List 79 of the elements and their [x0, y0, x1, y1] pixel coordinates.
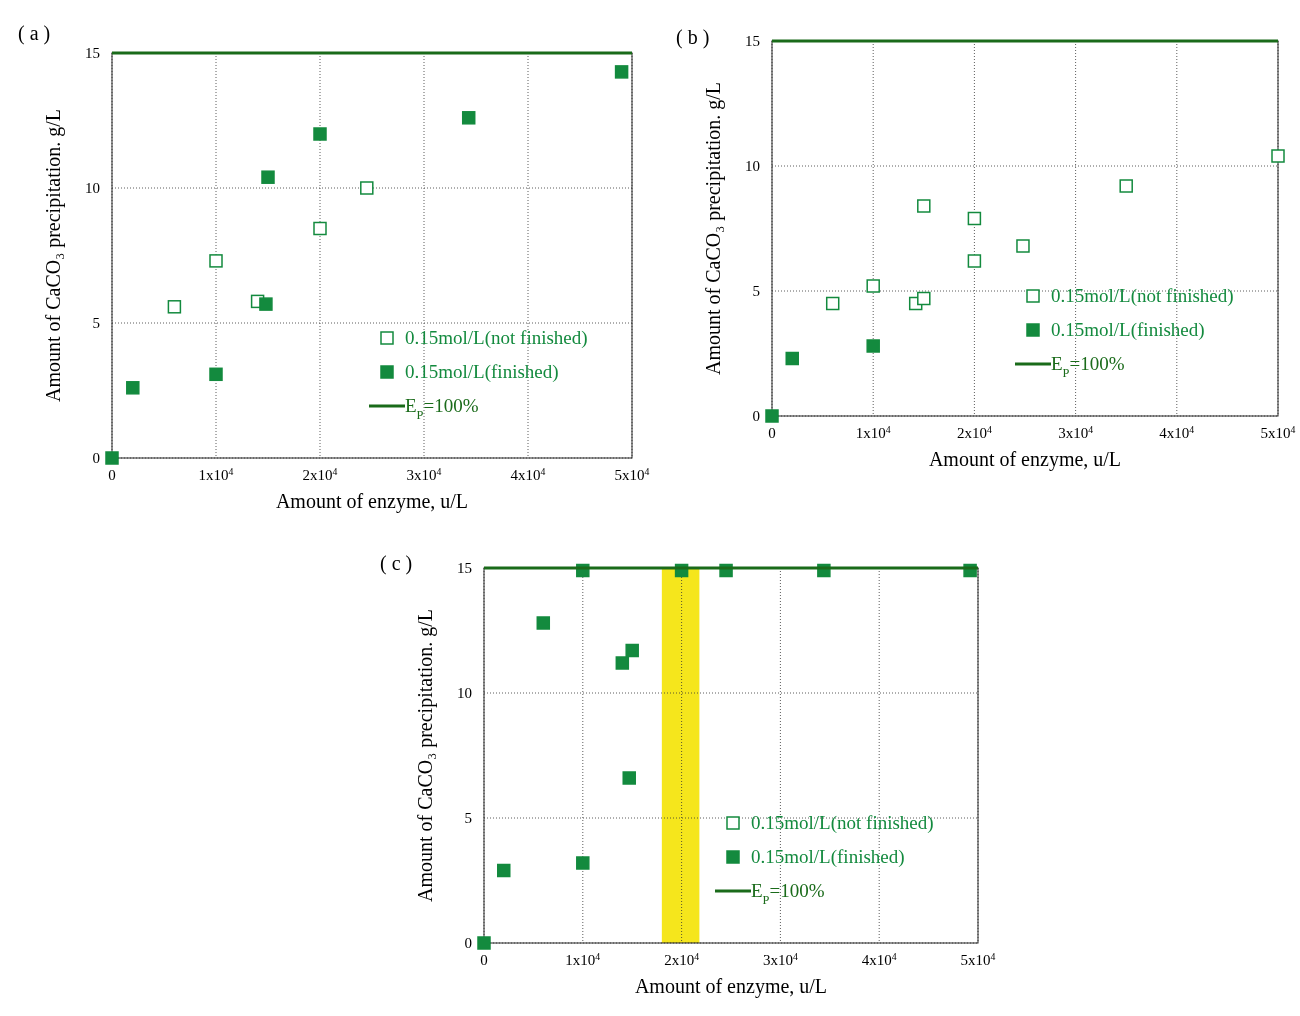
x-tick-label: 3x10$^{4}$: [406, 465, 442, 483]
y-tick-label: 10: [457, 685, 472, 701]
x-tick-label: 0: [768, 425, 776, 441]
point: [536, 616, 551, 630]
point: [765, 409, 779, 423]
y-axis-title: Amount of CaCO₃ precipitation. g/L: [42, 108, 65, 403]
x-tick-label: 5x10$^{4}$: [614, 465, 650, 483]
x-tick-label: 4x10$^{4}$: [861, 950, 897, 968]
x-tick-label: 0: [108, 467, 116, 483]
point: [576, 856, 590, 870]
x-tick-label: 1x10$^{4}$: [855, 423, 891, 441]
point: [625, 643, 639, 658]
point: [1271, 149, 1285, 163]
x-tick-label: 1x10$^{4}$: [565, 950, 601, 968]
point: [461, 111, 476, 125]
x-tick-label: 4x10$^{4}$: [510, 465, 546, 483]
point: [825, 296, 840, 311]
chart-title: ( a ): [18, 22, 51, 45]
y-tick-label: 5: [92, 315, 100, 331]
point: [614, 65, 629, 79]
point: [261, 170, 275, 184]
x-axis-title: Amount of enzyme, u/L: [928, 448, 1122, 471]
point: [967, 211, 982, 226]
point: [477, 936, 491, 950]
point: [615, 656, 630, 670]
x-tick-label: 2x10$^{4}$: [302, 465, 338, 483]
point: [126, 381, 140, 395]
y-tick-label: 5: [752, 283, 760, 299]
point: [105, 451, 119, 465]
point: [209, 367, 223, 382]
x-axis-title: Amount of enzyme, u/L: [275, 490, 469, 513]
legend-label: 0.15mol/L(not finished): [405, 327, 588, 349]
legend-label: 0.15mol/L(finished): [751, 846, 905, 868]
x-axis-title: Amount of enzyme, u/L: [634, 975, 828, 998]
point: [1119, 179, 1133, 193]
x-tick-label: 3x10$^{4}$: [1058, 423, 1094, 441]
legend-label: E$_{P}$=100%: [751, 880, 825, 907]
x-tick-label: 4x10$^{4}$: [1159, 423, 1195, 441]
x-tick-label: 2x10$^{4}$: [956, 423, 992, 441]
point: [313, 221, 327, 236]
y-axis-title: Amount of CaCO₃ precipitation. g/L: [414, 608, 437, 903]
point: [917, 199, 931, 213]
point: [360, 181, 374, 195]
x-tick-label: 5x10$^{4}$: [1260, 423, 1296, 441]
point: [866, 279, 880, 293]
point: [167, 300, 182, 314]
y-tick-label: 0: [464, 935, 472, 951]
chart-title: ( c ): [380, 552, 413, 575]
y-tick-label: 15: [457, 560, 472, 576]
y-tick-label: 5: [464, 810, 472, 826]
point: [1016, 239, 1030, 253]
x-tick-label: 3x10$^{4}$: [762, 950, 798, 968]
point: [967, 254, 982, 268]
x-tick-label: 0: [480, 952, 488, 968]
point: [497, 863, 511, 878]
y-tick-label: 15: [85, 45, 100, 61]
point: [313, 127, 327, 141]
chart-title: ( b ): [676, 26, 710, 49]
y-tick-label: 0: [752, 408, 760, 424]
point: [622, 771, 636, 785]
x-tick-label: 5x10$^{4}$: [960, 950, 996, 968]
legend-label: 0.15mol/L(not finished): [751, 812, 934, 834]
legend-label: 0.15mol/L(not finished): [1051, 285, 1234, 307]
point: [785, 351, 799, 366]
point: [866, 339, 880, 353]
point: [209, 254, 223, 268]
x-tick-label: 1x10$^{4}$: [198, 465, 234, 483]
y-tick-label: 15: [745, 33, 760, 49]
point: [259, 297, 273, 311]
y-tick-label: 10: [745, 158, 760, 174]
legend-label: E$_{P}$=100%: [405, 395, 479, 422]
y-tick-label: 10: [85, 180, 100, 196]
point: [917, 291, 931, 306]
legend-label: E$_{P}$=100%: [1051, 353, 1125, 380]
y-tick-label: 0: [92, 450, 100, 466]
x-tick-label: 2x10$^{4}$: [664, 950, 700, 968]
legend-label: 0.15mol/L(finished): [1051, 319, 1205, 341]
legend-label: 0.15mol/L(finished): [405, 361, 559, 383]
y-axis-title: Amount of CaCO₃ precipitation. g/L: [702, 81, 725, 376]
